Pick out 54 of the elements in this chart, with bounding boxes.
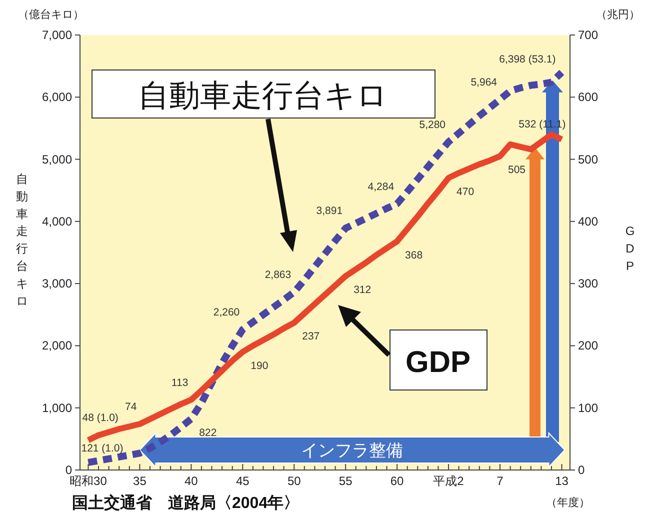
data-label: 2,260 [213,306,240,319]
data-label: 74 [125,401,137,414]
x-tick-label: 平成2 [433,474,464,488]
y-tick-label: 4,000 [42,214,72,228]
x-tick-label: 50 [287,474,302,488]
y2-tick-label: 600 [578,90,598,104]
y-tick-label: 5,000 [42,152,72,166]
y2-tick-label: 200 [578,338,598,353]
x-tick-label: 40 [184,474,198,488]
data-label: 312 [354,284,372,296]
data-label: 5,280 [419,118,446,131]
data-label: 190 [250,360,268,372]
y2-tick-label: 400 [578,214,598,228]
data-label: 368 [405,249,423,262]
data-label: 121 (1.0) [81,442,124,454]
data-label: 2,863 [264,269,292,282]
x-tick-label: 55 [338,474,353,488]
text: （億台キロ） [18,8,84,21]
data-label: 5,964 [470,76,498,88]
x-tick-label: 45 [236,474,250,488]
y-axis-title: 自動車走行台キロ [138,78,388,113]
data-label: 113 [171,376,188,389]
y-tick-label: 7,000 [42,28,72,42]
data-label: 3,891 [316,205,343,218]
y2-tick-label: 500 [578,152,598,166]
data-label: 6,398 (53.1) [499,53,556,66]
text: 国土交通省 道路局〈2004年〉 [72,493,300,512]
data-label: 822 [199,426,217,439]
data-label: 237 [302,330,320,343]
y2-tick-label: 300 [578,276,598,291]
y2-tick-label: 700 [578,28,598,42]
data-label: 48 (1.0) [82,412,118,424]
data-label: 4,284 [368,180,394,193]
x-tick-label: 35 [133,474,147,488]
data-label: 532 (11.1) [518,118,566,130]
text: （兆円） [596,8,640,21]
y-tick-label: 0 [65,463,72,477]
annotation: インフラ整備 [301,441,404,460]
y2-axis-title: GDP [405,346,471,379]
data-label: 505 [508,164,526,176]
y2-tick-label: 100 [578,400,598,415]
y-tick-label: 3,000 [42,276,72,291]
x-tick-label: 13 [555,474,569,488]
x-tick-label: 昭和30 [70,474,108,488]
text: GDP [625,224,635,273]
text: 自動車走行台キロ [16,172,28,308]
text: （年度） [546,496,590,509]
y2-tick-label: 0 [578,463,585,477]
x-tick-label: 7 [496,474,504,488]
y-tick-label: 1,000 [42,400,72,415]
x-tick-label: 60 [390,474,404,488]
data-label: 470 [456,186,474,198]
y-tick-label: 6,000 [42,90,72,104]
y-tick-label: 2,000 [42,338,72,353]
